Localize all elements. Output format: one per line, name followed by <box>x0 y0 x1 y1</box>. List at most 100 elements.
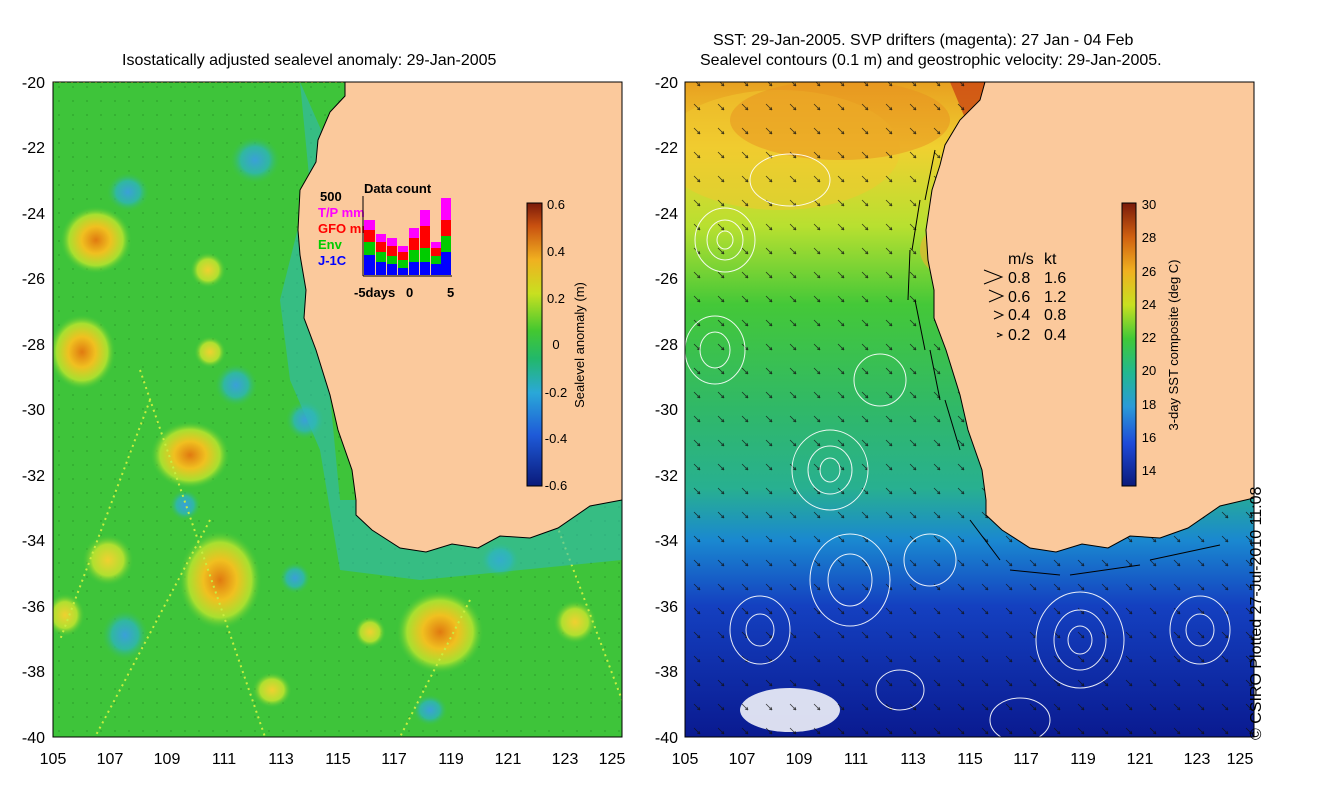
data-count-ymax: 500 <box>320 189 342 204</box>
x-tick-label: 105 <box>40 751 67 768</box>
right-panel-title-line1: SST: 29-Jan-2005. SVP drifters (magenta)… <box>713 32 1134 49</box>
velocity-arrow-icon <box>988 289 1005 303</box>
svg-text:0.4: 0.4 <box>1008 307 1030 324</box>
svg-text:0.8: 0.8 <box>1008 270 1030 287</box>
left-panel-title: Isostatically adjusted sealevel anomaly:… <box>122 52 497 69</box>
sla-low-anomaly <box>101 609 149 661</box>
x-tick-label: 121 <box>1127 751 1154 768</box>
velocity-legend: m/s kt 0.8 1.6 0.6 1.2 0.4 0.8 0.2 0.4 <box>983 251 1066 344</box>
velocity-legend-header-ms: m/s <box>1008 251 1034 268</box>
legend-gfo: GFO mm <box>318 221 373 236</box>
svg-text:26: 26 <box>1142 264 1156 279</box>
data-count-inset: Data count 500 T/P mm GFO mm Env J-1C -5… <box>318 181 454 300</box>
x-tick-label: 107 <box>97 751 124 768</box>
sla-low-anomaly <box>106 172 150 212</box>
x-tick-label: 119 <box>438 751 464 768</box>
y-tick-label: -32 <box>22 468 45 485</box>
y-tick-label: -30 <box>655 402 678 419</box>
sla-high-anomaly <box>60 206 132 274</box>
x-tick-label: 123 <box>1184 751 1211 768</box>
right-panel-title-line2: Sealevel contours (0.1 m) and geostrophi… <box>700 52 1162 69</box>
sla-low-anomaly <box>229 136 281 184</box>
y-tick-label: -32 <box>655 468 678 485</box>
svg-text:-0.2: -0.2 <box>545 385 567 400</box>
svg-text:28: 28 <box>1142 230 1156 245</box>
y-tick-label: -36 <box>22 599 45 616</box>
svg-text:1.6: 1.6 <box>1044 270 1066 287</box>
x-tick-label: 121 <box>495 751 522 768</box>
svg-text:-0.4: -0.4 <box>545 431 567 446</box>
x-tick-label: 107 <box>729 751 756 768</box>
x-tick-label: 109 <box>786 751 813 768</box>
svg-text:0.8: 0.8 <box>1044 307 1066 324</box>
x-tick-label: 123 <box>552 751 579 768</box>
sealevel-contours <box>685 153 1231 737</box>
svg-text:0.4: 0.4 <box>1044 327 1066 344</box>
y-tick-label: -28 <box>22 337 45 354</box>
y-tick-label: -38 <box>22 664 45 681</box>
x-tick-label: 111 <box>212 751 236 768</box>
y-tick-label: -20 <box>655 75 678 92</box>
sst-y-axis: -20 -22 -24 -26 -28 -30 -32 -34 -36 -38 … <box>655 75 678 747</box>
sst-x-axis: 105 107 109 111 113 115 117 119 121 123 … <box>672 751 1254 768</box>
svg-text:0.4: 0.4 <box>547 244 565 259</box>
x-tick-label: 115 <box>957 751 983 768</box>
x-tick-label: 105 <box>672 751 699 768</box>
legend-tp: T/P mm <box>318 205 365 220</box>
y-tick-label: -36 <box>655 599 678 616</box>
x-tick-label: 113 <box>900 751 926 768</box>
svg-text:-0.6: -0.6 <box>545 478 567 493</box>
legend-j1c: J-1C <box>318 253 347 268</box>
svg-text:0.2: 0.2 <box>547 291 565 306</box>
y-tick-label: -26 <box>655 271 678 288</box>
svg-text:0.6: 0.6 <box>547 197 565 212</box>
data-count-xlabel-zero: 0 <box>406 285 413 300</box>
x-tick-label: 109 <box>154 751 181 768</box>
svg-text:0.6: 0.6 <box>1008 289 1030 306</box>
y-tick-label: -22 <box>655 140 678 157</box>
svg-text:16: 16 <box>1142 430 1156 445</box>
svg-text:18: 18 <box>1142 397 1156 412</box>
y-tick-label: -34 <box>655 533 678 550</box>
sst-map: -20 -22 -24 -26 -28 -30 -32 -34 -36 -38 … <box>655 75 1255 768</box>
svg-text:0: 0 <box>552 337 559 352</box>
y-tick-label: -40 <box>655 730 678 747</box>
sla-colorbar-ticks: 0.6 0.4 0.2 0 -0.2 -0.4 -0.6 <box>545 197 567 493</box>
x-tick-label: 117 <box>381 751 407 768</box>
leeuwin-current-vectors <box>907 149 1221 576</box>
y-tick-label: -26 <box>22 271 45 288</box>
svg-text:20: 20 <box>1142 363 1156 378</box>
x-tick-label: 117 <box>1013 751 1039 768</box>
velocity-arrow-icon <box>996 332 1004 338</box>
svg-text:30: 30 <box>1142 197 1156 212</box>
velocity-arrow-icon <box>983 269 1004 285</box>
sla-y-axis: -20 -22 -24 -26 -28 -30 -32 -34 -36 -38 … <box>22 75 45 747</box>
x-tick-label: 125 <box>599 751 626 768</box>
y-tick-label: -34 <box>22 533 45 550</box>
y-tick-label: -30 <box>22 402 45 419</box>
sla-map: -20 -22 -24 -26 -28 -30 -32 -34 -36 -38 … <box>22 75 626 768</box>
x-tick-label: 119 <box>1070 751 1096 768</box>
svg-text:22: 22 <box>1142 330 1156 345</box>
y-tick-label: -38 <box>655 664 678 681</box>
legend-env: Env <box>318 237 343 252</box>
sla-high-anomaly <box>53 314 116 390</box>
data-count-xlabel-end: 5 <box>447 285 454 300</box>
credit-text: © CSIRO Plotted 27-Jul-2010 11:08 <box>1248 486 1265 740</box>
sla-high-anomaly <box>396 590 484 674</box>
y-tick-label: -28 <box>655 337 678 354</box>
velocity-legend-header-kt: kt <box>1044 251 1057 268</box>
y-tick-label: -24 <box>22 206 45 223</box>
sst-colorbar-ticks: 30 28 26 24 22 20 18 16 14 <box>1142 197 1156 478</box>
data-count-title: Data count <box>364 181 432 196</box>
y-tick-label: -40 <box>22 730 45 747</box>
sla-high-anomaly <box>178 530 262 630</box>
sla-x-axis: 105 107 109 111 113 115 117 119 121 123 … <box>40 751 626 768</box>
sla-colorbar-label: Sealevel anomaly (m) <box>572 282 587 408</box>
sst-colorbar <box>1121 202 1137 487</box>
svg-text:0.2: 0.2 <box>1008 327 1030 344</box>
sla-high-anomaly <box>150 421 230 489</box>
svg-text:1.2: 1.2 <box>1044 289 1066 306</box>
data-count-xlabel-start: -5days <box>354 285 395 300</box>
y-tick-label: -20 <box>22 75 45 92</box>
